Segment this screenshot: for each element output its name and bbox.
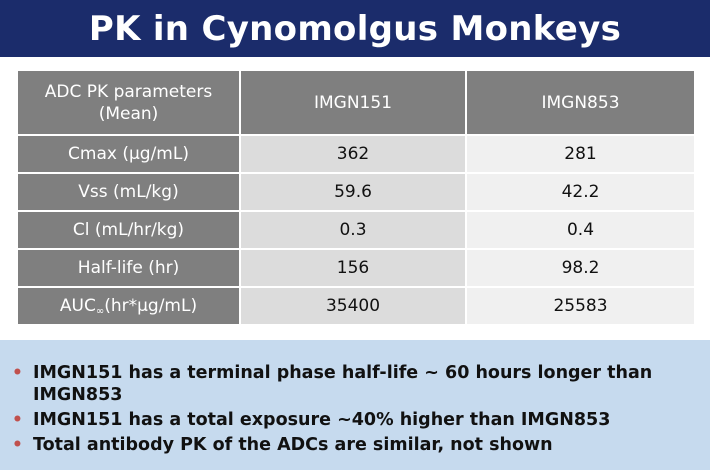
notes-panel: • IMGN151 has a terminal phase half-life … [0,340,710,470]
bullet-icon: • [12,363,23,383]
slide-title: PK in Cynomolgus Monkeys [88,8,622,49]
bullet-icon: • [12,410,23,430]
cell-imgn151: 35400 [239,286,467,326]
table-row: Vss (mL/kg) 59.6 42.2 [16,172,696,212]
table-row: Cmax (µg/mL) 362 281 [16,134,696,174]
header-imgn853: IMGN853 [465,69,696,136]
cell-imgn853: 0.4 [465,210,696,250]
header-param-line2: (Mean) [98,103,159,124]
row-label: Half-life (hr) [16,248,241,288]
auc-label-sub: ∞ [95,305,105,317]
table-row: Cl (mL/hr/kg) 0.3 0.4 [16,210,696,250]
note-text: Total antibody PK of the ADCs are simila… [33,435,553,455]
header-param: ADC PK parameters (Mean) [16,69,241,136]
cell-imgn151: 59.6 [239,172,467,212]
auc-label-main: AUC [59,295,96,316]
cell-imgn853: 25583 [465,286,696,326]
cell-imgn151: 0.3 [239,210,467,250]
row-label: Cmax (µg/mL) [16,134,241,174]
cell-imgn151: 156 [239,248,467,288]
cell-imgn151: 362 [239,134,467,174]
table-header-row: ADC PK parameters (Mean) IMGN151 IMGN853 [16,69,696,136]
list-item: • IMGN151 has a terminal phase half-life … [12,362,670,406]
row-label: Cl (mL/hr/kg) [16,210,241,250]
table-row: AUC∞(hr*µg/mL) 35400 25583 [16,286,696,326]
cell-imgn853: 98.2 [465,248,696,288]
pk-table: ADC PK parameters (Mean) IMGN151 IMGN853… [16,69,696,326]
notes-list: • IMGN151 has a terminal phase half-life … [0,340,710,456]
list-item: • IMGN151 has a total exposure ~40% highe… [12,409,670,431]
table-row: Half-life (hr) 156 98.2 [16,248,696,288]
note-text: IMGN151 has a terminal phase half-life ~… [33,363,653,405]
note-text: IMGN151 has a total exposure ~40% higher… [33,410,611,430]
header-param-line1: ADC PK parameters [44,81,213,102]
header-imgn151: IMGN151 [239,69,467,136]
auc-label-rest: (hr*µg/mL) [104,295,198,316]
cell-imgn853: 42.2 [465,172,696,212]
cell-imgn853: 281 [465,134,696,174]
row-label: AUC∞(hr*µg/mL) [16,286,241,326]
bullet-icon: • [12,435,23,455]
list-item: • Total antibody PK of the ADCs are simil… [12,434,670,456]
row-label: Vss (mL/kg) [16,172,241,212]
title-bar: PK in Cynomolgus Monkeys [0,0,710,57]
